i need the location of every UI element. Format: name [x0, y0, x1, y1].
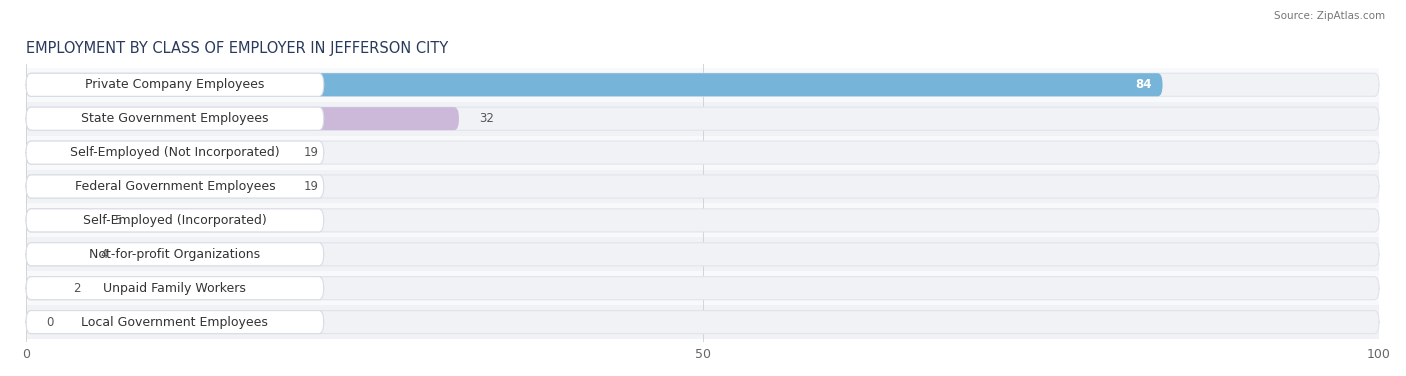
Text: EMPLOYMENT BY CLASS OF EMPLOYER IN JEFFERSON CITY: EMPLOYMENT BY CLASS OF EMPLOYER IN JEFFE… — [27, 41, 449, 56]
Text: 5: 5 — [114, 214, 121, 227]
FancyBboxPatch shape — [27, 107, 1379, 130]
FancyBboxPatch shape — [27, 73, 1379, 96]
FancyBboxPatch shape — [27, 141, 1379, 164]
Text: Source: ZipAtlas.com: Source: ZipAtlas.com — [1274, 11, 1385, 21]
Text: State Government Employees: State Government Employees — [82, 112, 269, 125]
Text: Self-Employed (Incorporated): Self-Employed (Incorporated) — [83, 214, 267, 227]
Text: Self-Employed (Not Incorporated): Self-Employed (Not Incorporated) — [70, 146, 280, 159]
Text: Not-for-profit Organizations: Not-for-profit Organizations — [90, 248, 260, 261]
Text: Unpaid Family Workers: Unpaid Family Workers — [104, 282, 246, 295]
FancyBboxPatch shape — [27, 107, 458, 130]
FancyBboxPatch shape — [27, 311, 1379, 334]
FancyBboxPatch shape — [27, 175, 323, 198]
Text: 19: 19 — [304, 180, 318, 193]
Text: 32: 32 — [479, 112, 494, 125]
FancyBboxPatch shape — [0, 68, 1406, 102]
FancyBboxPatch shape — [0, 102, 1406, 136]
Text: Local Government Employees: Local Government Employees — [82, 315, 269, 329]
FancyBboxPatch shape — [0, 237, 1406, 271]
Text: 84: 84 — [1135, 78, 1152, 91]
FancyBboxPatch shape — [27, 243, 80, 266]
FancyBboxPatch shape — [0, 136, 1406, 170]
FancyBboxPatch shape — [0, 203, 1406, 237]
FancyBboxPatch shape — [0, 305, 1406, 339]
Text: 19: 19 — [304, 146, 318, 159]
FancyBboxPatch shape — [27, 277, 323, 300]
Text: 0: 0 — [46, 315, 53, 329]
Text: Federal Government Employees: Federal Government Employees — [75, 180, 276, 193]
FancyBboxPatch shape — [27, 243, 323, 266]
Text: Private Company Employees: Private Company Employees — [86, 78, 264, 91]
FancyBboxPatch shape — [27, 311, 323, 334]
FancyBboxPatch shape — [27, 277, 1379, 300]
FancyBboxPatch shape — [0, 170, 1406, 203]
FancyBboxPatch shape — [27, 209, 1379, 232]
FancyBboxPatch shape — [27, 243, 1379, 266]
FancyBboxPatch shape — [27, 73, 323, 96]
FancyBboxPatch shape — [27, 209, 94, 232]
FancyBboxPatch shape — [27, 107, 323, 130]
FancyBboxPatch shape — [27, 73, 1163, 96]
FancyBboxPatch shape — [27, 141, 283, 164]
FancyBboxPatch shape — [27, 209, 323, 232]
FancyBboxPatch shape — [0, 271, 1406, 305]
FancyBboxPatch shape — [27, 141, 323, 164]
FancyBboxPatch shape — [27, 175, 283, 198]
Text: 4: 4 — [100, 248, 108, 261]
Text: 2: 2 — [73, 282, 82, 295]
FancyBboxPatch shape — [27, 175, 1379, 198]
FancyBboxPatch shape — [27, 277, 53, 300]
